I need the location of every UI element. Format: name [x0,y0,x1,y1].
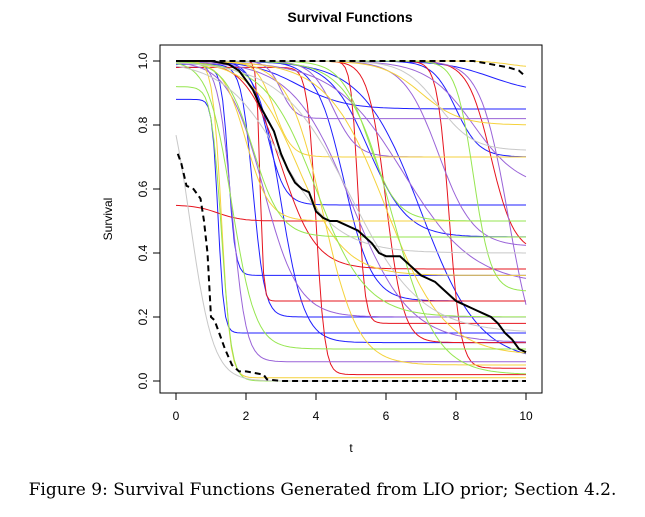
series-line-solid-0 [176,60,527,354]
survival-curve-green-38 [175,61,526,318]
survival-curve-gray-45 [176,60,527,151]
series-line-dashed-2 [179,60,527,78]
x-tick-label: 0 [173,409,180,423]
y-tick-label: 1.0 [136,52,150,69]
survival-curve-green-37 [175,62,526,350]
survival-curve-gray-46 [175,65,526,254]
survival-curve-purple-24 [175,62,526,318]
survival-curve-yellow-30 [175,61,526,276]
x-tick-label: 6 [383,409,390,423]
chart-title: Survival Functions [287,9,412,25]
figure-caption: Figure 9: Survival Functions Generated f… [28,480,617,500]
x-tick-label: 4 [313,409,320,423]
y-tick-label: 0.0 [136,372,150,389]
y-tick-label: 0.6 [136,180,150,197]
series-layer [176,60,527,382]
curves-layer [175,60,527,382]
survival-curve-yellow-28 [176,60,526,379]
y-tick-label: 0.4 [136,244,150,261]
x-axis-label: t [349,441,353,455]
y-axis: 0.0 0.2 0.4 0.6 0.8 1.0 [136,52,161,389]
x-axis: 0 2 4 6 8 10 [173,392,533,423]
x-tick-label: 8 [453,409,460,423]
survival-chart: Survival Functions 0 2 4 6 8 10 0.00.20.40.60… [101,9,543,455]
survival-curve-red-14 [175,204,526,222]
x-tick-label: 2 [243,409,250,423]
survival-curve-red-17 [175,61,526,270]
y-tick-label: 0.8 [136,116,150,133]
survival-curve-blue-0 [176,98,526,334]
survival-curve-green-36 [175,86,526,382]
survival-curve-purple-20 [175,61,527,343]
y-tick-label: 0.2 [136,308,150,325]
survival-curve-purple-19 [175,60,526,363]
x-tick-label: 10 [519,409,533,423]
y-axis-label: Survival [101,198,115,241]
survival-curve-gray-44 [175,62,527,332]
survival-curve-blue-9 [176,60,526,206]
series-line-dashed-1 [176,153,526,382]
